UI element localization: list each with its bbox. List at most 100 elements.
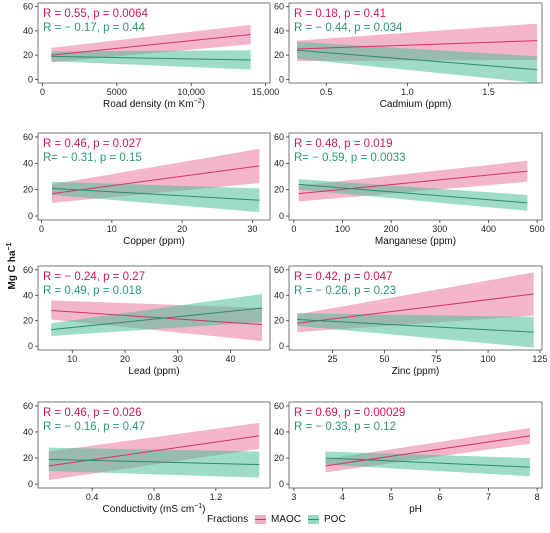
regression-line-maoc bbox=[297, 40, 538, 50]
x-tick-label: 20 bbox=[120, 354, 130, 364]
x-tick-label: 1.5 bbox=[482, 87, 495, 97]
y-tick-label: 0 bbox=[28, 341, 33, 351]
x-tick-label: 5 bbox=[389, 492, 394, 502]
y-tick-label: 60 bbox=[23, 132, 33, 142]
y-tick-label: 60 bbox=[274, 132, 284, 142]
y-tick-label: 60 bbox=[23, 265, 33, 275]
x-axis-label: pH bbox=[409, 504, 422, 515]
x-tick-label: 100 bbox=[335, 224, 350, 234]
y-tick-label: 40 bbox=[274, 290, 284, 300]
y-tick-label: 0 bbox=[279, 74, 284, 84]
y-tick-label: 20 bbox=[274, 453, 284, 463]
x-tick-label: 4 bbox=[340, 492, 345, 502]
x-tick-label: 8 bbox=[535, 492, 540, 502]
y-tick-label: 0 bbox=[28, 74, 33, 84]
stat-annotation-poc: R = − 0.16, p = 0.47 bbox=[43, 421, 145, 433]
stat-annotation-maoc: R = 0.42, p = 0.047 bbox=[294, 271, 392, 283]
y-tick-label: 0 bbox=[279, 341, 284, 351]
x-tick-label: 15,000 bbox=[252, 87, 280, 97]
panel-3: 0 20 40 60 0 10 20 30 Copper (ppm) R = 0.46, p = … bbox=[23, 132, 271, 247]
y-tick-label: 20 bbox=[274, 316, 284, 326]
confidence-band-poc bbox=[325, 451, 530, 477]
x-tick-label: 0 bbox=[40, 87, 45, 97]
x-axis-label: Road density (m Km−2) bbox=[103, 98, 205, 110]
stat-annotation-poc: R= − 0.59, p = 0.0033 bbox=[294, 152, 406, 164]
x-tick-label: 10 bbox=[107, 224, 117, 234]
stat-annotation-maoc: R = 0.18, p = 0.41 bbox=[294, 8, 386, 20]
x-tick-label: 1.0 bbox=[401, 87, 414, 97]
y-tick-label: 20 bbox=[23, 316, 33, 326]
y-tick-label: 20 bbox=[274, 50, 284, 60]
x-axis-label-sup: −2 bbox=[194, 98, 202, 105]
y-tick-label: 60 bbox=[23, 2, 33, 12]
y-axis-label: Mg C ha−1 bbox=[6, 242, 18, 289]
y-tick-label: 60 bbox=[274, 265, 284, 275]
x-axis-label: Manganese (ppm) bbox=[375, 236, 456, 247]
x-tick-label: 7 bbox=[486, 492, 491, 502]
x-axis-label: Cadmium (ppm) bbox=[380, 99, 452, 110]
y-tick-label: 40 bbox=[23, 26, 33, 36]
x-tick-label: 0.4 bbox=[86, 492, 99, 502]
x-tick-label: 20 bbox=[177, 224, 187, 234]
legend-item-maoc: MAOC bbox=[255, 514, 301, 525]
panel-2: 0 20 40 60 0.5 1.0 1.5 Cadmium (ppm) R = 0.18, p… bbox=[274, 2, 543, 110]
y-tick-label: 0 bbox=[279, 211, 284, 221]
stat-annotation-poc: R= − 0.31, p = 0.15 bbox=[43, 152, 142, 164]
x-tick-label: 50 bbox=[379, 354, 389, 364]
x-tick-label: 25 bbox=[328, 354, 338, 364]
stat-annotation-maoc: R = 0.69, p = 0.00029 bbox=[294, 407, 405, 419]
legend-label-poc: POC bbox=[324, 514, 346, 525]
y-tick-label: 40 bbox=[23, 427, 33, 437]
regression-line-maoc bbox=[51, 34, 251, 56]
y-tick-label: 40 bbox=[274, 158, 284, 168]
y-tick-label: 60 bbox=[274, 401, 284, 411]
x-tick-label: 30 bbox=[173, 354, 183, 364]
x-axis-label-tail: ) bbox=[202, 504, 205, 515]
x-tick-label: 400 bbox=[481, 224, 496, 234]
y-tick-label: 20 bbox=[23, 50, 33, 60]
x-tick-label: 0 bbox=[291, 224, 296, 234]
x-tick-label: 200 bbox=[384, 224, 399, 234]
panel-6: 0 20 40 60 25 50 75 100 125 Zinc (ppm) R = 0.42, p… bbox=[274, 265, 547, 377]
x-tick-label: 1.2 bbox=[210, 492, 223, 502]
x-tick-label: 5000 bbox=[107, 87, 127, 97]
y-tick-label: 20 bbox=[23, 185, 33, 195]
legend-item-poc: POC bbox=[308, 514, 346, 525]
x-tick-label: 75 bbox=[431, 354, 441, 364]
confidence-band-poc bbox=[51, 294, 263, 336]
x-tick-label: 0 bbox=[39, 224, 44, 234]
x-tick-label: 0.8 bbox=[148, 492, 161, 502]
stat-annotation-maoc: R = 0.46, p = 0.026 bbox=[43, 407, 141, 419]
regression-line-maoc bbox=[298, 170, 528, 195]
x-tick-label: 40 bbox=[225, 354, 235, 364]
stat-annotation-poc: R = − 0.33, p = 0.12 bbox=[294, 421, 396, 433]
x-tick-label: 3 bbox=[291, 492, 296, 502]
stat-annotation-poc: R = − 0.26, p = 0.23 bbox=[294, 285, 396, 297]
x-tick-label: 30 bbox=[247, 224, 257, 234]
stat-annotation-maoc: R = 0.48, p = 0.019 bbox=[294, 138, 392, 150]
stat-annotation-maoc: R = − 0.24, p = 0.27 bbox=[43, 271, 145, 283]
regression-line-poc bbox=[297, 318, 534, 333]
x-axis-label: Copper (ppm) bbox=[123, 236, 185, 247]
y-tick-label: 0 bbox=[279, 479, 284, 489]
x-axis-label: Conductivity (mS cm−1) bbox=[102, 503, 205, 515]
x-axis-label-main: Road density (m Km bbox=[103, 99, 194, 110]
regression-line-poc bbox=[51, 55, 251, 61]
x-axis-label-main: Copper (ppm) bbox=[123, 236, 185, 247]
panel-8: 0 20 40 60 3 4 5 6 7 8 pH R = 0.69, p = 0.00029 R = … bbox=[274, 401, 543, 515]
stat-annotation-poc: R = 0.49, p = 0.018 bbox=[43, 285, 141, 297]
regression-line-poc bbox=[52, 187, 260, 201]
x-axis-label-main: pH bbox=[409, 504, 422, 515]
regression-line-poc bbox=[297, 49, 538, 71]
regression-line-maoc bbox=[51, 310, 263, 326]
panel-1: 0 20 40 60 0 5000 10,000 15,000 Road density (m … bbox=[23, 2, 279, 110]
regression-line-poc bbox=[51, 307, 263, 331]
x-axis-label-main: Conductivity (mS cm bbox=[102, 504, 194, 515]
confidence-band-poc bbox=[51, 50, 251, 70]
regression-line-maoc bbox=[51, 165, 260, 195]
x-tick-label: 0.5 bbox=[320, 87, 333, 97]
x-axis-label-main: Manganese (ppm) bbox=[375, 236, 456, 247]
x-axis-label-main: Lead (ppm) bbox=[128, 366, 179, 377]
y-tick-label: 40 bbox=[274, 26, 284, 36]
